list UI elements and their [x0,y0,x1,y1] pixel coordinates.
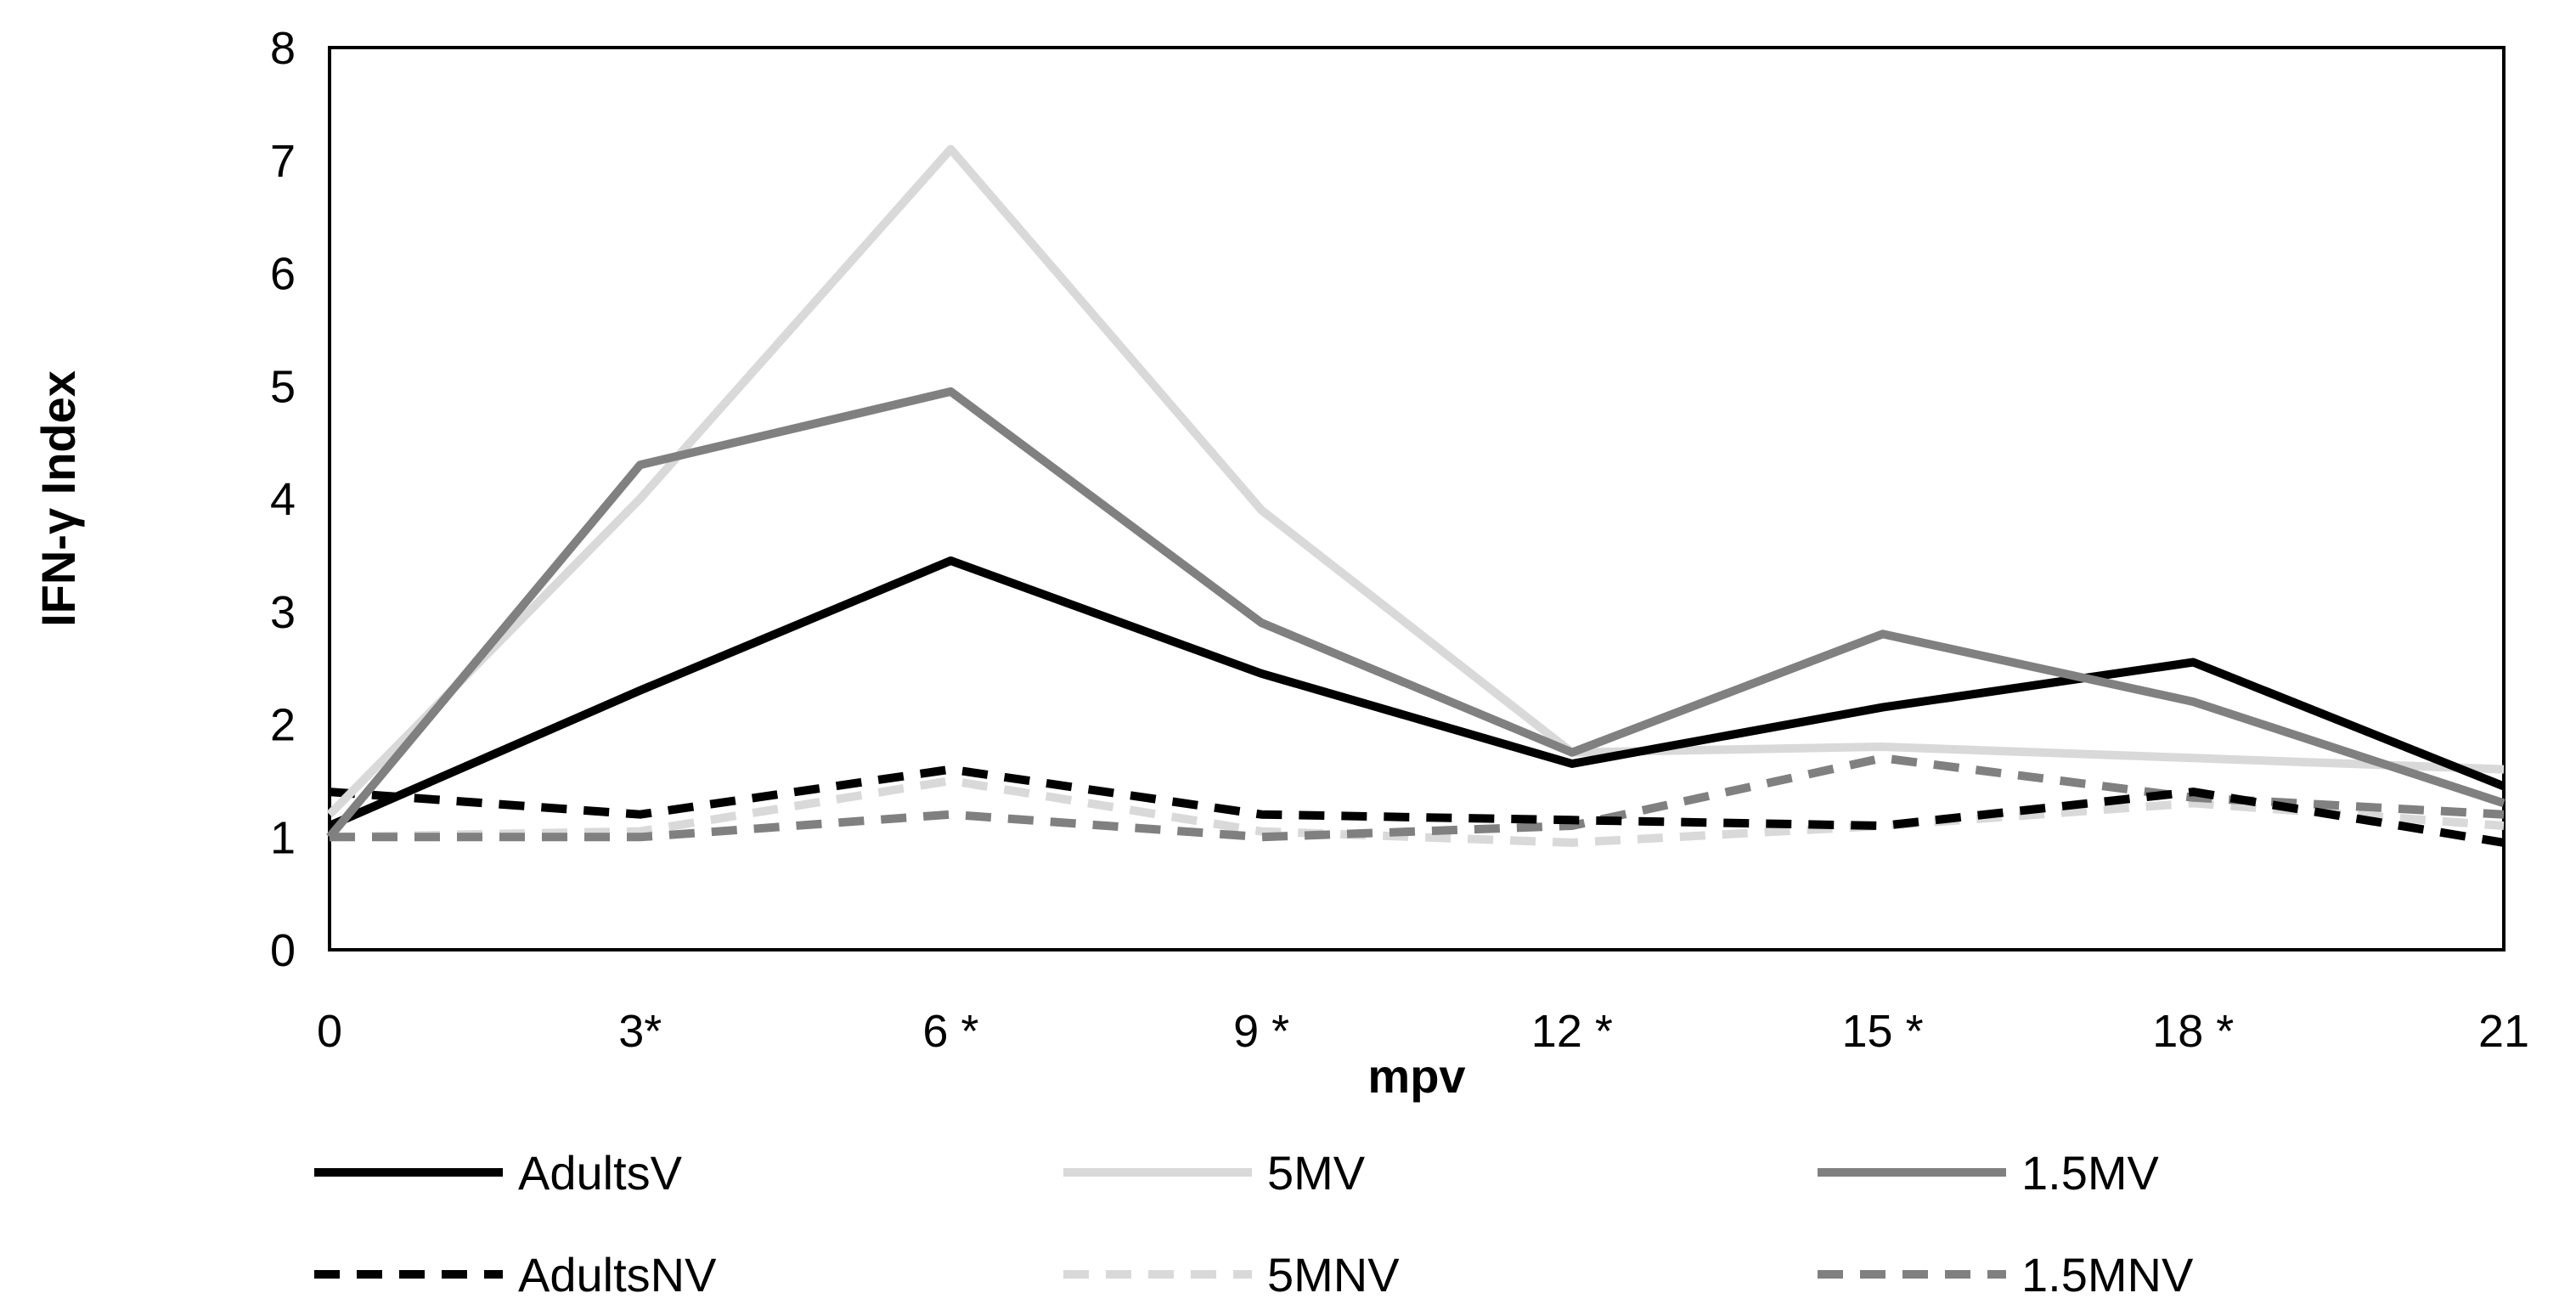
y-tick-label-6: 6 [270,249,296,300]
series-lines [326,144,2506,847]
legend-label-1-5mv: 1.5MV [2021,1146,2159,1200]
series-line-5mv [326,144,2505,818]
y-tick-label-2: 2 [270,700,296,751]
legend-label-5mv: 5MV [1267,1146,1366,1200]
y-tick-label-3: 3 [270,587,296,638]
x-axis-ticks: 0 3* 6 * 9 * 12 * 15 * 18 * 21 [317,1006,2529,1057]
legend-label-1-5mnv: 1.5MNV [2021,1248,2194,1302]
y-tick-label-1: 1 [270,812,296,863]
y-tick-label-5: 5 [270,361,296,412]
x-tick-label-5: 15 * [1842,1006,1924,1057]
series-line-1-5mv [326,387,2506,840]
y-tick-label-8: 8 [270,23,296,74]
x-tick-label-3: 9 * [1233,1006,1289,1057]
x-tick-label-1: 3* [618,1006,662,1057]
y-axis-ticks: 0 1 2 3 4 5 6 7 8 [270,23,296,976]
x-tick-label-2: 6 * [922,1006,978,1057]
y-tick-label-7: 7 [270,136,296,187]
series-line-adultsv [328,556,2506,830]
y-tick-label-4: 4 [270,474,296,525]
x-tick-label-7: 21 [2478,1006,2529,1057]
x-tick-label-0: 0 [317,1006,342,1057]
legend-label-adultsnv: AdultsNV [518,1248,717,1302]
series-line-1-5mnv [330,754,2505,842]
legend: AdultsV 5MV 1.5MV AdultsNV 5MNV 1.5MNV [314,1146,2194,1302]
x-axis-title: mpv [1367,1049,1465,1103]
legend-label-adultsv: AdultsV [518,1146,683,1200]
y-tick-label-0: 0 [270,925,296,976]
series-line-5mnv [329,776,2505,847]
legend-label-5mnv: 5MNV [1267,1248,1400,1302]
y-axis-title: IFN-γ Index [31,370,85,627]
plot-area-frame [328,46,2506,951]
x-tick-label-4: 12 * [1531,1006,1613,1057]
x-tick-label-6: 18 * [2152,1006,2234,1057]
series-line-adultsnv [329,765,2505,847]
